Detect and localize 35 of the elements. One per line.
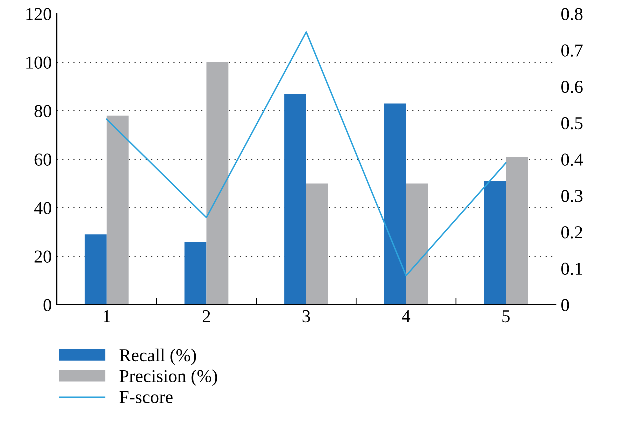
y2-tick-label: 0.2 [562,226,582,239]
y2-tick-label: 0.4 [562,154,584,166]
x-tick-label: 5 [502,310,510,323]
bar [384,104,406,305]
y-tick-label: 40 [34,202,52,214]
legend-label: Recall (%) [120,348,196,366]
bar [106,116,129,305]
y-tick-label: 0 [44,299,52,312]
y-tick-label: 20 [34,250,52,263]
y2-tick-label: 0.5 [562,117,583,130]
x-tick-label: 3 [302,310,310,323]
bar [284,94,306,305]
x-tick-label: 4 [402,310,411,322]
y2-tick-label: 0.3 [562,190,583,202]
bar [184,242,207,305]
bar [484,181,506,305]
bar [506,157,528,305]
x-tick-label: 1 [104,310,110,322]
y2-tick-label: 0 [562,299,570,312]
legend-label: Precision (%) [120,370,218,386]
bar [84,234,107,305]
y2-tick-label: 0.1 [562,262,582,276]
legend-label: F-score [120,391,173,404]
y-tick-label: 120 [26,8,52,20]
line-series [106,31,507,277]
y-tick-label: 80 [34,105,52,118]
bar [406,184,428,305]
y2-tick-label: 0.7 [562,44,583,57]
y-tick-label: 60 [34,154,52,166]
bar [306,184,328,305]
y2-tick-label: 0.6 [562,81,583,94]
x-tick-label: 2 [202,310,210,322]
y-tick-label: 100 [26,56,52,69]
bar [206,62,229,305]
y2-tick-label: 0.8 [562,8,583,21]
